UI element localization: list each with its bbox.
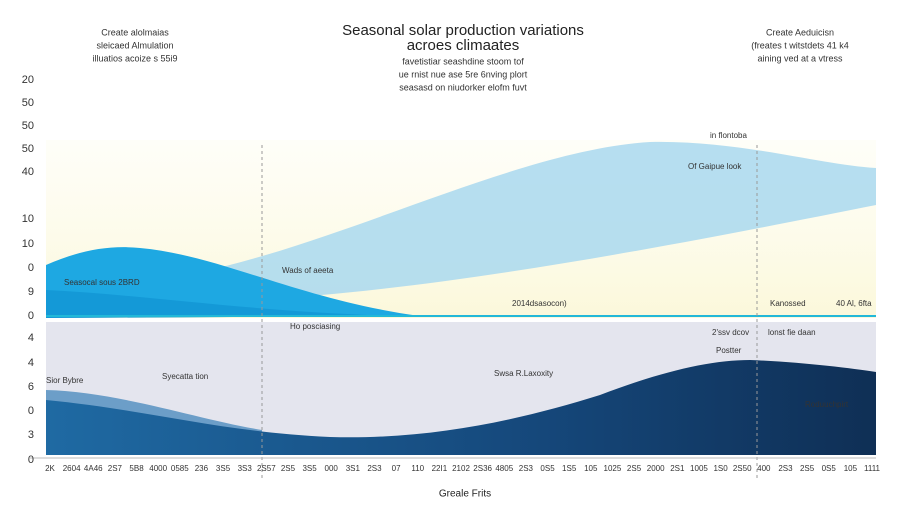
x-tick-label: 2S3 bbox=[367, 464, 382, 473]
y-tick-label: 50 bbox=[22, 120, 34, 132]
annotation: lonst fie daan bbox=[768, 328, 816, 337]
annotation: Roduuchpirt bbox=[805, 400, 849, 409]
y-tick-label: 0 bbox=[28, 454, 34, 466]
x-tick-label: 2S5 bbox=[627, 464, 642, 473]
left-note: sleicaed Almulation bbox=[96, 40, 173, 50]
x-tick-label: 3S5 bbox=[302, 464, 317, 473]
y-tick-label: 4 bbox=[28, 332, 34, 344]
annotation: Ho posciasing bbox=[290, 322, 340, 331]
x-tick-label: 2000 bbox=[647, 464, 665, 473]
x-tick-label: 0585 bbox=[171, 464, 189, 473]
annotation: Postter bbox=[716, 346, 742, 355]
x-tick-label: 0S5 bbox=[822, 464, 837, 473]
y-tick-label: 10 bbox=[22, 238, 34, 250]
x-tick-label: 22I1 bbox=[432, 464, 448, 473]
x-tick-label: 000 bbox=[325, 464, 339, 473]
x-tick-label: 1S0 bbox=[713, 464, 728, 473]
annotation: 2'ssv dcov bbox=[712, 328, 749, 337]
x-tick-label: 2S3 bbox=[519, 464, 534, 473]
x-tick-label: 1025 bbox=[604, 464, 622, 473]
x-tick-label: 2S1 bbox=[670, 464, 685, 473]
annotation: Of Gaipue look bbox=[688, 162, 742, 171]
y-tick-label: 3 bbox=[28, 429, 34, 441]
right-note: aining ved at a vtress bbox=[757, 53, 843, 63]
x-tick-label: 07 bbox=[392, 464, 401, 473]
x-tick-label: 3S5 bbox=[216, 464, 231, 473]
y-tick-label: 0 bbox=[28, 262, 34, 274]
x-tick-label: 2K bbox=[45, 464, 55, 473]
blue-area-dark bbox=[46, 290, 400, 318]
x-tick-label: 2604 bbox=[63, 464, 81, 473]
x-tick-label: 236 bbox=[195, 464, 209, 473]
x-tick-label: 2S50 bbox=[733, 464, 752, 473]
y-tick-label: 9 bbox=[28, 286, 34, 298]
footer: Greale Frits bbox=[439, 489, 491, 500]
x-tick-label: 2S5 bbox=[800, 464, 815, 473]
annotation: Seasocal sous 2BRD bbox=[64, 278, 140, 287]
x-tick-label: 5B8 bbox=[129, 464, 144, 473]
x-tick-label: 1111 bbox=[864, 464, 881, 473]
annotation: Sior Bybre bbox=[46, 376, 84, 385]
annotation: Wads of aeeta bbox=[282, 266, 334, 275]
annotation: Syecatta tion bbox=[162, 372, 208, 381]
left-note: Create alolmaias bbox=[101, 27, 169, 37]
title: Seasonal solar production variations bbox=[342, 22, 584, 39]
y-tick-label: 20 bbox=[22, 74, 34, 86]
x-tick-label: 1S5 bbox=[562, 464, 577, 473]
x-tick-label: 3S1 bbox=[346, 464, 361, 473]
x-tick-label: 2S5 bbox=[281, 464, 296, 473]
annotation: 40 Al, 6fta bbox=[836, 299, 872, 308]
y-tick-label: 0 bbox=[28, 405, 34, 417]
annotation: 2014dsasocon) bbox=[512, 299, 567, 308]
x-tick-label: 110 bbox=[411, 464, 424, 473]
annotation: Swsa R.Laxoxity bbox=[494, 369, 553, 378]
subtitle: favetistiar seashdine stoom tof bbox=[402, 56, 524, 66]
x-tick-label: 0S5 bbox=[540, 464, 555, 473]
y-tick-label: 40 bbox=[22, 166, 34, 178]
subtitle: ue rnist nue ase 5re 6nving plort bbox=[399, 69, 528, 79]
x-tick-label: 105 bbox=[844, 464, 858, 473]
x-tick-label: 400 bbox=[757, 464, 771, 473]
y-tick-label: 4 bbox=[28, 357, 34, 369]
x-tick-label: 4000 bbox=[149, 464, 167, 473]
x-tick-label: 1005 bbox=[690, 464, 708, 473]
y-tick-label: 0 bbox=[28, 310, 34, 322]
x-tick-label: 4805 bbox=[495, 464, 513, 473]
navy-area bbox=[46, 360, 876, 455]
right-note: Create Aeduicisn bbox=[766, 27, 834, 37]
x-tick-label: 2S36 bbox=[473, 464, 492, 473]
left-note: illuatios acoize s 55i9 bbox=[92, 53, 177, 63]
y-tick-label: 50 bbox=[22, 97, 34, 109]
subtitle: seasasd on niudorker elofm fuvt bbox=[399, 82, 527, 92]
y-tick-label: 50 bbox=[22, 143, 34, 155]
x-tick-label: 105 bbox=[584, 464, 598, 473]
y-tick-label: 10 bbox=[22, 213, 34, 225]
y-tick-label: 6 bbox=[28, 381, 34, 393]
annotation: Kanossed bbox=[770, 299, 806, 308]
annotation: in flontoba bbox=[710, 131, 747, 140]
x-tick-label: 4A46 bbox=[84, 464, 103, 473]
x-tick-label: 3S3 bbox=[238, 464, 253, 473]
x-tick-label: 2S57 bbox=[257, 464, 276, 473]
x-tick-label: 2S7 bbox=[108, 464, 123, 473]
right-note: (freates t witstdets 41 k4 bbox=[751, 40, 849, 50]
x-tick-label: 2S3 bbox=[778, 464, 793, 473]
x-tick-label: 2102 bbox=[452, 464, 470, 473]
title: acroes climaates bbox=[407, 37, 520, 54]
light-area bbox=[200, 141, 876, 300]
